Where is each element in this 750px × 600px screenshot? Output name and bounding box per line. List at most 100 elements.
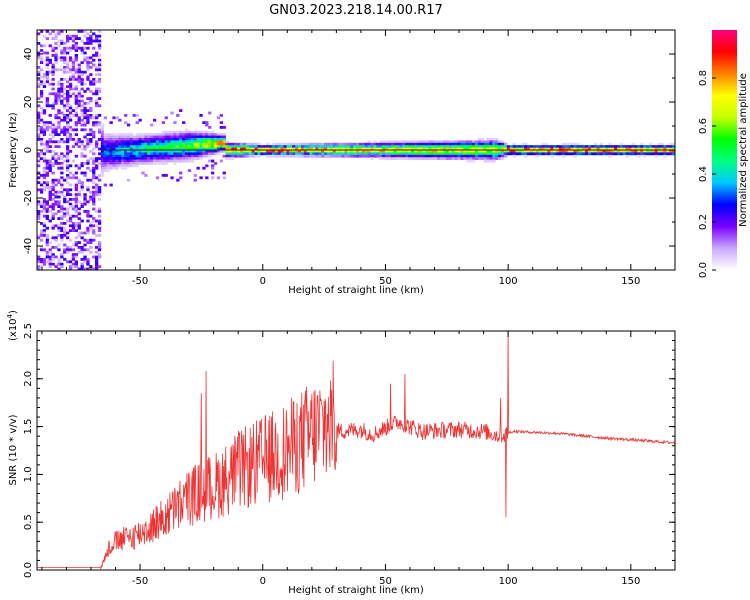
heatmap-cell [373, 140, 377, 144]
heatmap-cell [54, 162, 58, 165]
heatmap-cell [45, 73, 49, 76]
heatmap-cell [561, 142, 566, 146]
heatmap-cell [68, 37, 73, 40]
heatmap-cell [57, 205, 61, 208]
heatmap-cell [68, 46, 73, 50]
heatmap-cell [68, 176, 73, 180]
heatmap-cell [179, 152, 183, 156]
heatmap-cell [71, 159, 76, 163]
heatmap-cell [124, 159, 128, 163]
heatmap-cell [492, 142, 496, 146]
heatmap-cell [176, 140, 180, 144]
heatmap-cell [161, 135, 165, 139]
heatmap-cell [74, 123, 78, 127]
heatmap-cell [92, 217, 96, 220]
heatmap-cell [176, 159, 180, 163]
heatmap-cell [54, 58, 58, 62]
heatmap-cell [170, 133, 174, 136]
heatmap-cell [86, 56, 90, 60]
heatmap-cell [121, 164, 125, 168]
heatmap-cell [245, 154, 250, 158]
heatmap-cell [361, 145, 366, 148]
heatmap-cell [63, 200, 67, 204]
heatmap-cell [66, 157, 70, 160]
heatmap-cell [77, 99, 81, 103]
heatmap-cell [144, 133, 148, 136]
heatmap-cell [219, 121, 223, 124]
heatmap-cell [608, 145, 612, 148]
heatmap-cell [289, 147, 293, 151]
heatmap-cell [118, 133, 122, 136]
heatmap-cell [280, 142, 284, 146]
heatmap-cell [489, 159, 493, 163]
heatmap-cell [77, 63, 81, 67]
heatmap-cell [109, 142, 113, 146]
snr-x-tick-label: 100 [499, 576, 518, 587]
heatmap-cell [161, 152, 165, 156]
heatmap-cell [193, 150, 197, 153]
heatmap-cell [97, 80, 102, 84]
heatmap-cell [39, 205, 44, 208]
heatmap-cell [242, 142, 247, 146]
heatmap-cell [486, 159, 490, 163]
heatmap-cell [213, 142, 218, 146]
heatmap-cell [45, 80, 49, 84]
heatmap-cell [219, 126, 223, 129]
heatmap-cell [54, 195, 58, 199]
heatmap-cell [80, 188, 84, 192]
heatmap-cell [71, 174, 76, 177]
heatmap-cell [158, 135, 163, 139]
heatmap-cell [48, 126, 52, 129]
heatmap-cell [45, 58, 49, 62]
heatmap-cell [109, 183, 113, 187]
heatmap-cell [74, 70, 78, 74]
heatmap-cell [184, 130, 189, 134]
heatmap-cell [184, 159, 189, 163]
heatmap-cell [489, 142, 493, 146]
heatmap-cell [643, 152, 647, 156]
heatmap-cell [393, 150, 397, 153]
heatmap-cell [92, 116, 96, 120]
heatmap-cell [202, 133, 206, 136]
heatmap-cell [77, 73, 81, 76]
heatmap-cell [405, 154, 409, 158]
heatmap-cell [405, 152, 409, 156]
heatmap-cell [593, 142, 598, 146]
heatmap-cell [48, 92, 52, 96]
heatmap-cell [103, 157, 107, 160]
heatmap-cell [182, 133, 186, 136]
heatmap-cell [422, 140, 426, 144]
heatmap-cell [242, 147, 247, 151]
heatmap-cell [129, 135, 134, 139]
heatmap-cell [416, 157, 421, 160]
heatmap-cell [86, 61, 90, 64]
heatmap-cell [83, 90, 87, 93]
heatmap-cell [141, 147, 145, 151]
heatmap-cell [63, 231, 67, 235]
heatmap-cell [454, 150, 458, 153]
heatmap-cell [63, 92, 67, 96]
heatmap-cell [121, 133, 125, 136]
heatmap-cell [97, 255, 102, 259]
heatmap-cell [39, 260, 44, 264]
heatmap-cell [54, 265, 58, 268]
heatmap-cell [367, 142, 371, 146]
heatmap-cell [387, 157, 392, 160]
heatmap-cell [103, 183, 107, 187]
heatmap-cell [51, 171, 55, 175]
heatmap-cell [387, 140, 392, 144]
heatmap-cell [115, 164, 119, 168]
heatmap-cell [245, 150, 250, 153]
heatmap-cell [138, 157, 142, 160]
heatmap-cell [141, 133, 145, 136]
heatmap-cell [60, 178, 64, 182]
heatmap-cell [66, 210, 70, 213]
heatmap-cell [51, 202, 55, 206]
heatmap-cell [51, 123, 55, 127]
heatmap-cell [51, 212, 55, 216]
heatmap-cell [648, 150, 653, 153]
heatmap-cell [112, 166, 116, 170]
heatmap-cell [54, 46, 58, 50]
heatmap-cell [495, 150, 499, 153]
heatmap-cell [469, 150, 473, 153]
